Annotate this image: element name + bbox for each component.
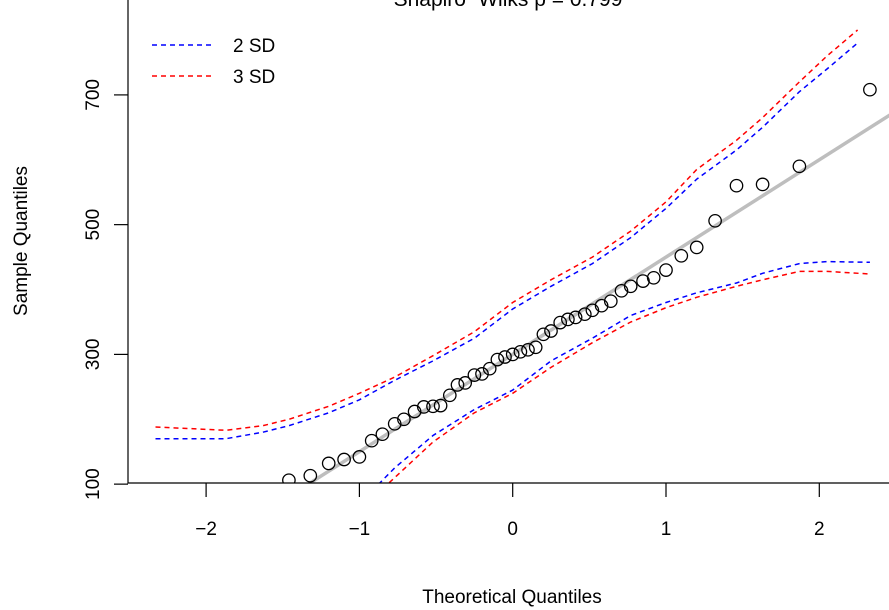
data-point xyxy=(674,248,689,263)
data-point xyxy=(729,178,744,193)
band-2sd-lower xyxy=(378,260,870,483)
data-point xyxy=(577,307,592,322)
data-point xyxy=(442,388,457,403)
data-point xyxy=(623,279,638,294)
band-2sd-upper xyxy=(155,42,859,440)
x-axis-title: Theoretical Quantiles xyxy=(422,587,602,608)
data-point xyxy=(561,312,575,327)
data-point xyxy=(282,473,296,483)
data-point xyxy=(708,213,722,228)
data-point xyxy=(603,294,618,309)
data-point xyxy=(433,398,448,413)
data-point xyxy=(303,468,318,483)
data-point xyxy=(321,456,336,471)
data-point xyxy=(416,400,431,414)
data-point xyxy=(490,352,505,367)
data-point xyxy=(458,376,473,390)
data-point xyxy=(536,327,551,342)
data-point xyxy=(659,263,673,277)
data-point xyxy=(426,399,440,414)
data-point xyxy=(594,298,609,313)
x-axis: −2 −1 0 1 2 xyxy=(195,483,825,540)
y-tick-label: 700 xyxy=(83,79,104,111)
data-point xyxy=(407,404,422,419)
band-3sd-lower xyxy=(387,270,870,483)
legend-label-3sd: 3 SD xyxy=(233,67,275,88)
x-tick-label: 0 xyxy=(507,519,518,540)
legend-label-2sd: 2 SD xyxy=(233,36,275,57)
y-axis-title: Sample Quantiles xyxy=(11,166,32,316)
data-points xyxy=(149,82,877,537)
legend: 2 SD 3 SD xyxy=(152,36,275,88)
data-point xyxy=(450,378,465,392)
data-point xyxy=(498,350,512,364)
data-point xyxy=(505,347,520,362)
reference-line-layer xyxy=(306,113,889,483)
reference-line xyxy=(306,113,889,483)
y-axis: 100 300 500 700 xyxy=(83,79,128,500)
y-tick-label: 300 xyxy=(83,339,104,371)
data-point xyxy=(521,342,535,357)
data-point xyxy=(337,452,351,467)
plot-frame xyxy=(127,0,889,484)
data-point xyxy=(553,315,568,330)
data-point xyxy=(397,412,411,427)
x-tick-label: 2 xyxy=(814,519,825,540)
data-point xyxy=(475,367,489,381)
chart-title: Shapiro−Wilks p = 0.799 xyxy=(394,0,623,11)
data-point xyxy=(528,340,543,355)
data-point xyxy=(375,427,390,442)
data-point xyxy=(149,525,161,537)
x-tick-label: −2 xyxy=(195,519,217,540)
data-point xyxy=(755,177,770,192)
data-point xyxy=(482,361,497,376)
band-3sd-upper xyxy=(155,29,859,432)
data-point xyxy=(260,482,266,483)
x-tick-label: 1 xyxy=(661,519,672,540)
confidence-bands xyxy=(155,29,870,483)
data-point xyxy=(792,159,807,174)
x-tick-label: −1 xyxy=(349,519,371,540)
data-point xyxy=(689,240,704,255)
data-point xyxy=(513,344,528,359)
data-point xyxy=(544,324,558,338)
data-point xyxy=(387,416,402,431)
data-point xyxy=(863,82,877,97)
y-tick-label: 100 xyxy=(83,468,104,500)
data-point xyxy=(585,303,600,318)
data-point xyxy=(568,310,583,325)
data-point xyxy=(467,368,482,382)
data-point xyxy=(646,270,661,285)
data-point xyxy=(364,433,379,448)
data-point xyxy=(220,491,232,503)
data-point xyxy=(614,283,629,298)
y-tick-label: 500 xyxy=(83,209,104,241)
data-point xyxy=(352,450,367,464)
